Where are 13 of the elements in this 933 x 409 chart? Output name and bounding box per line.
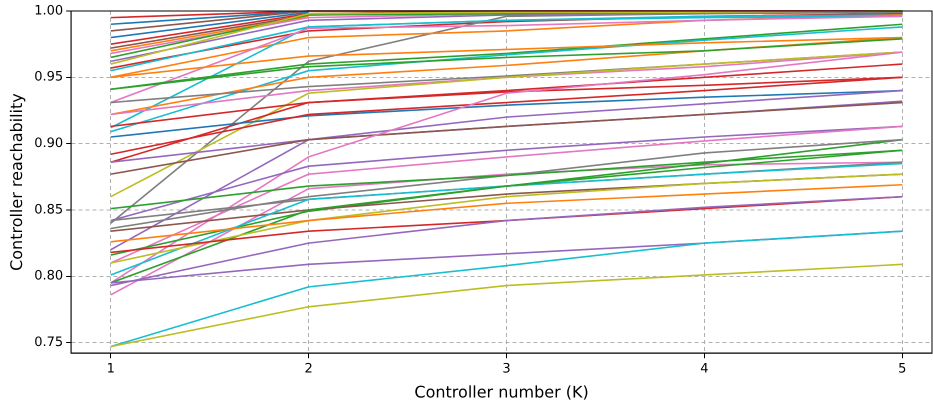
y-tick-label: 1.00 [34, 3, 64, 18]
x-tick-label: 5 [898, 361, 906, 376]
x-tick-label: 1 [106, 361, 115, 376]
y-tick-label: 0.75 [34, 334, 64, 350]
y-tick-label: 0.85 [34, 202, 64, 218]
x-tick-label: 4 [700, 361, 709, 376]
y-axis-title: Controller reachability [6, 93, 26, 271]
y-tick-label: 0.95 [34, 70, 64, 85]
x-tick-label: 2 [304, 361, 313, 376]
x-tick-label: 3 [502, 361, 511, 376]
x-axis-title: Controller number (K) [414, 382, 589, 402]
y-tick-label: 0.80 [34, 268, 64, 284]
y-tick-label: 0.90 [34, 136, 64, 152]
